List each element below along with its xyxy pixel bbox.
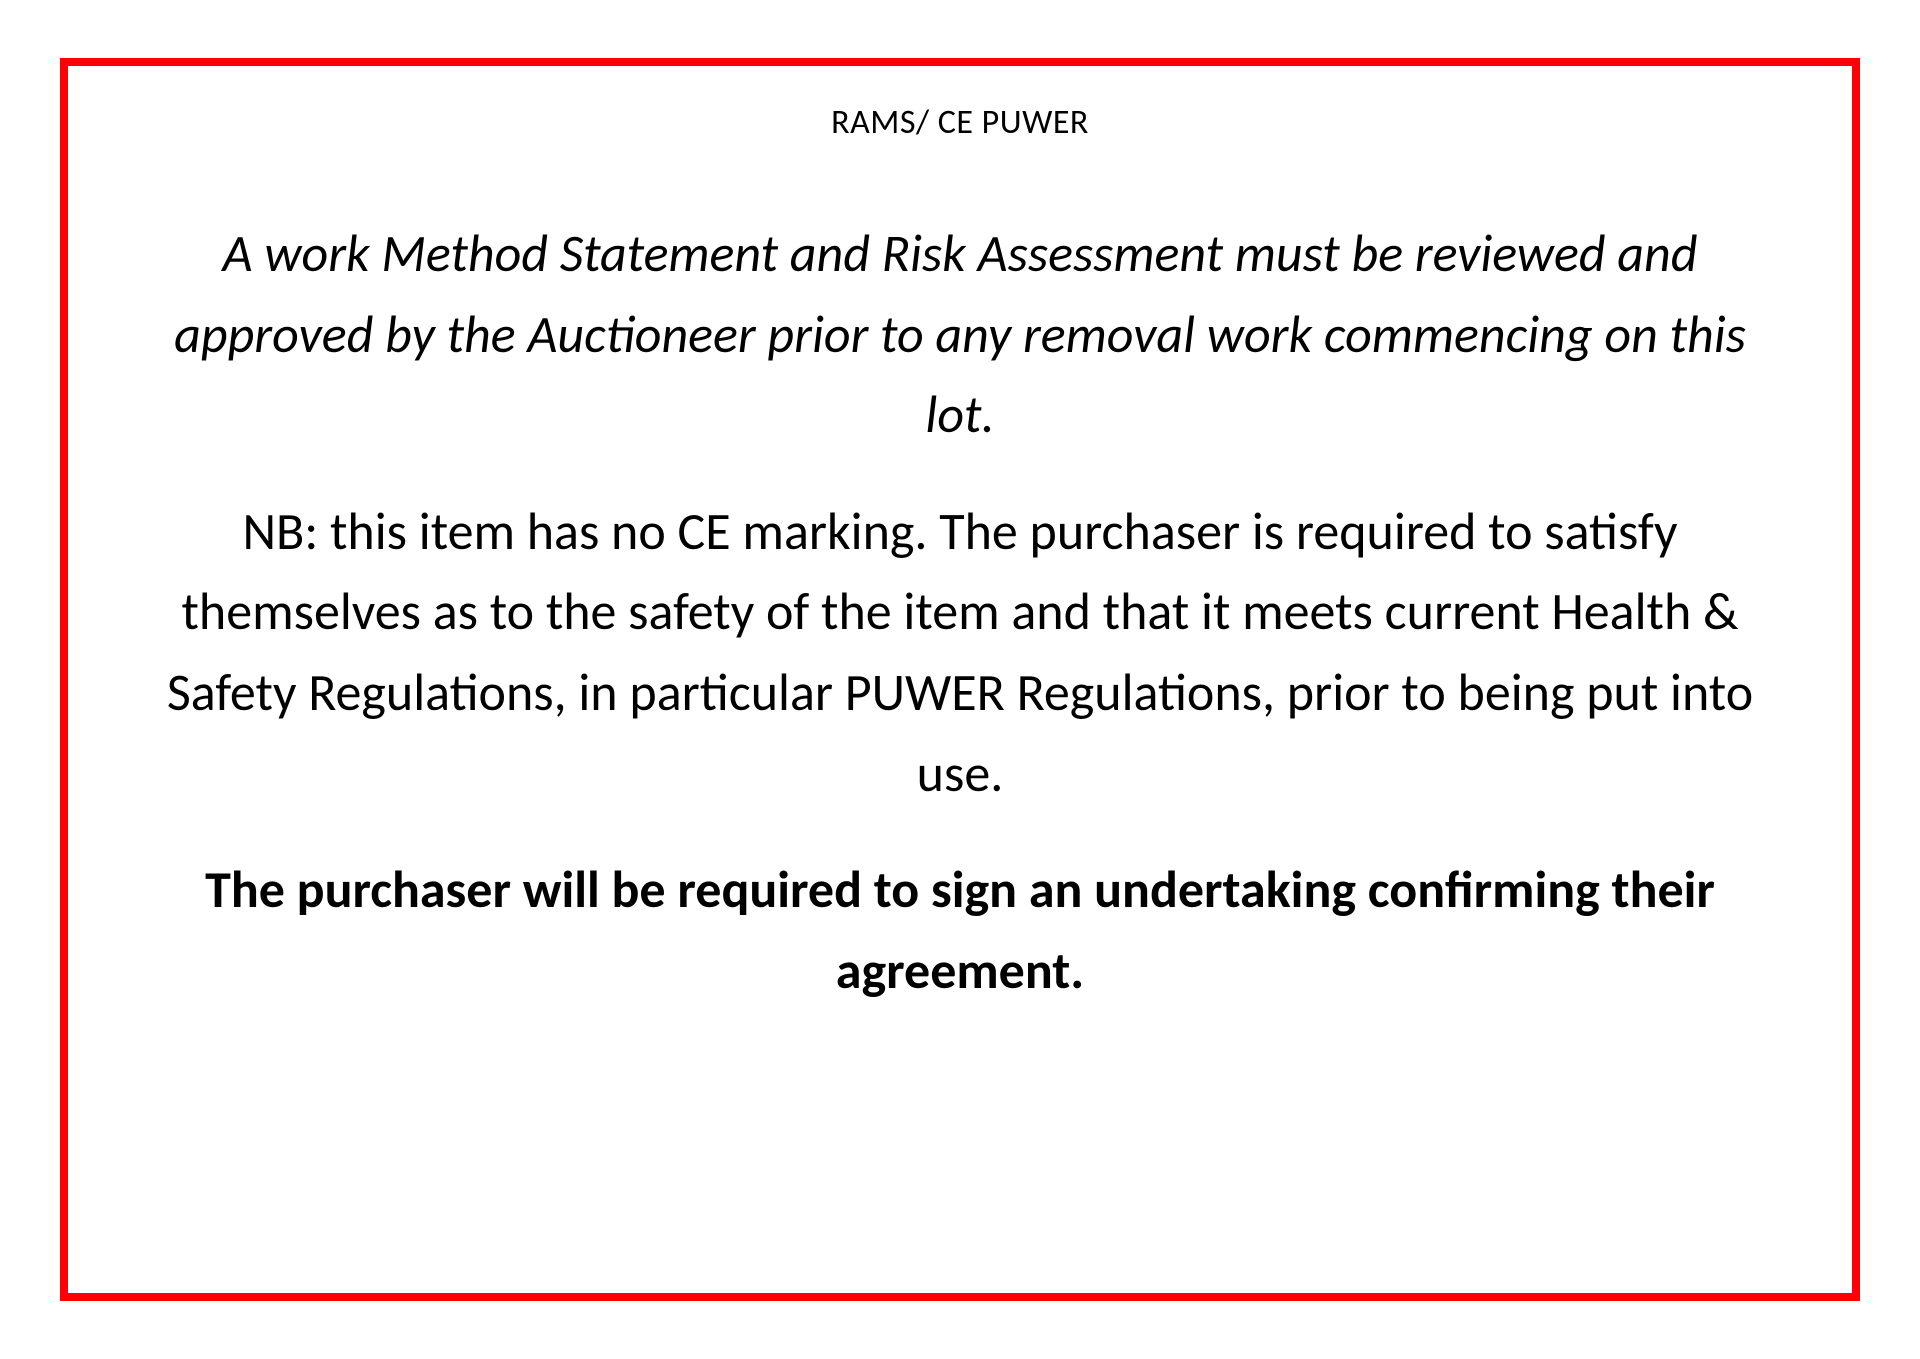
notice-frame: RAMS/ CE PUWER A work Method Statement a… [60, 58, 1860, 1301]
page: RAMS/ CE PUWER A work Method Statement a… [0, 0, 1920, 1359]
paragraph-ce-marking: NB: this item has no CE marking. The pur… [160, 491, 1760, 813]
paragraph-method-statement: A work Method Statement and Risk Assessm… [160, 213, 1760, 455]
notice-header: RAMS/ CE PUWER [831, 102, 1089, 143]
paragraph-undertaking: The purchaser will be required to sign a… [160, 849, 1760, 1010]
